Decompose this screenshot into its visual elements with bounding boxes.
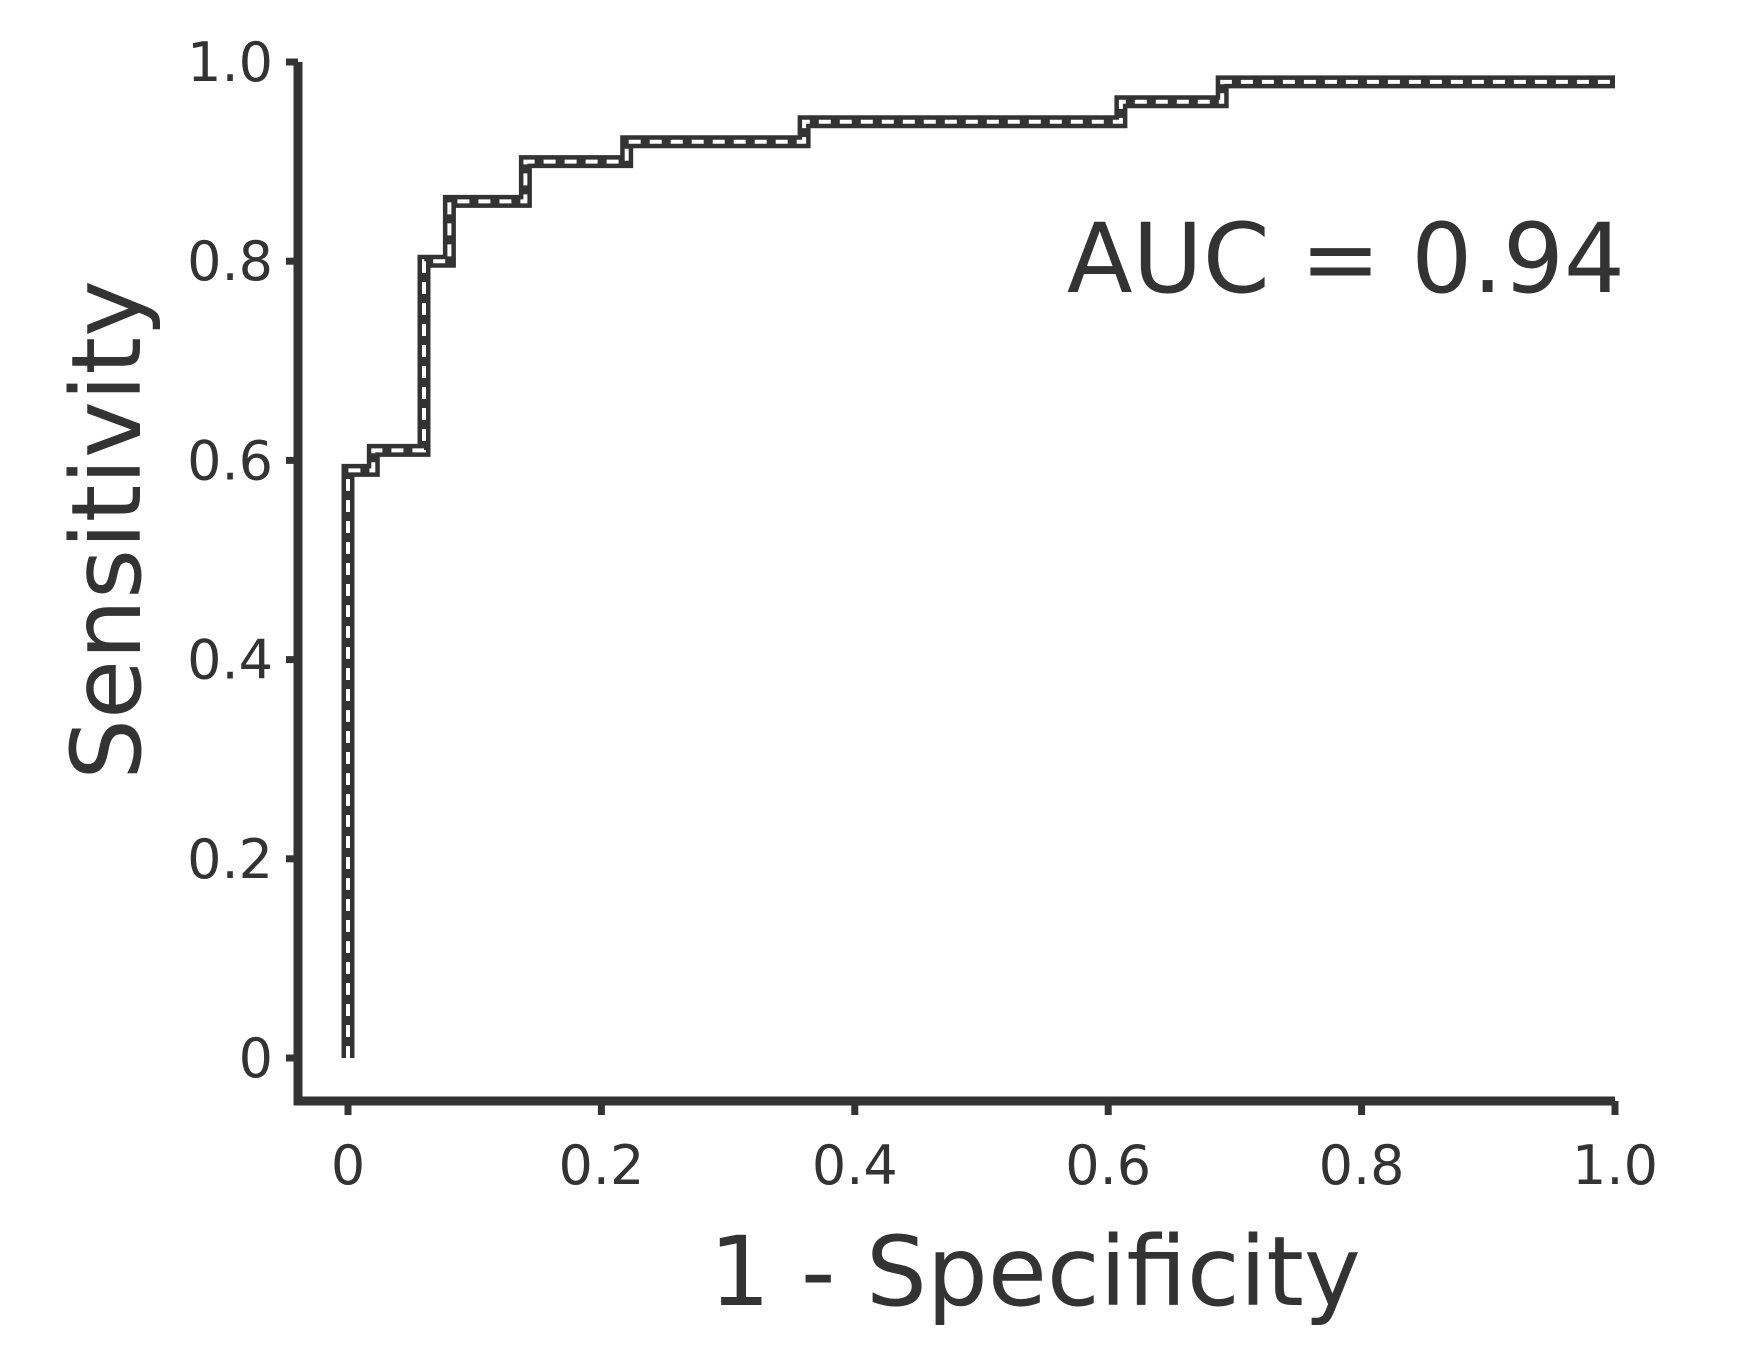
x-tick-label: 0.8 [1319, 1134, 1405, 1197]
x-tick-label: 0.2 [558, 1134, 644, 1197]
x-tick-label: 0.4 [812, 1134, 898, 1197]
x-tick-label: 0 [331, 1134, 365, 1197]
x-tick-label: 1.0 [1572, 1134, 1658, 1197]
y-axis-title: Sensitivity [51, 280, 163, 780]
y-tick-label: 0.8 [187, 230, 273, 293]
y-tick-label: 0.4 [187, 629, 273, 692]
y-tick-label: 0.2 [187, 828, 273, 891]
x-axis-title: 1 - Specificity [709, 1216, 1361, 1328]
x-tick-label: 0.6 [1065, 1134, 1151, 1197]
y-tick-label: 0 [239, 1027, 273, 1090]
y-tick-label: 0.6 [187, 429, 273, 492]
y-tick-label: 1.0 [187, 31, 273, 94]
auc-annotation: AUC = 0.94 [1067, 203, 1625, 315]
